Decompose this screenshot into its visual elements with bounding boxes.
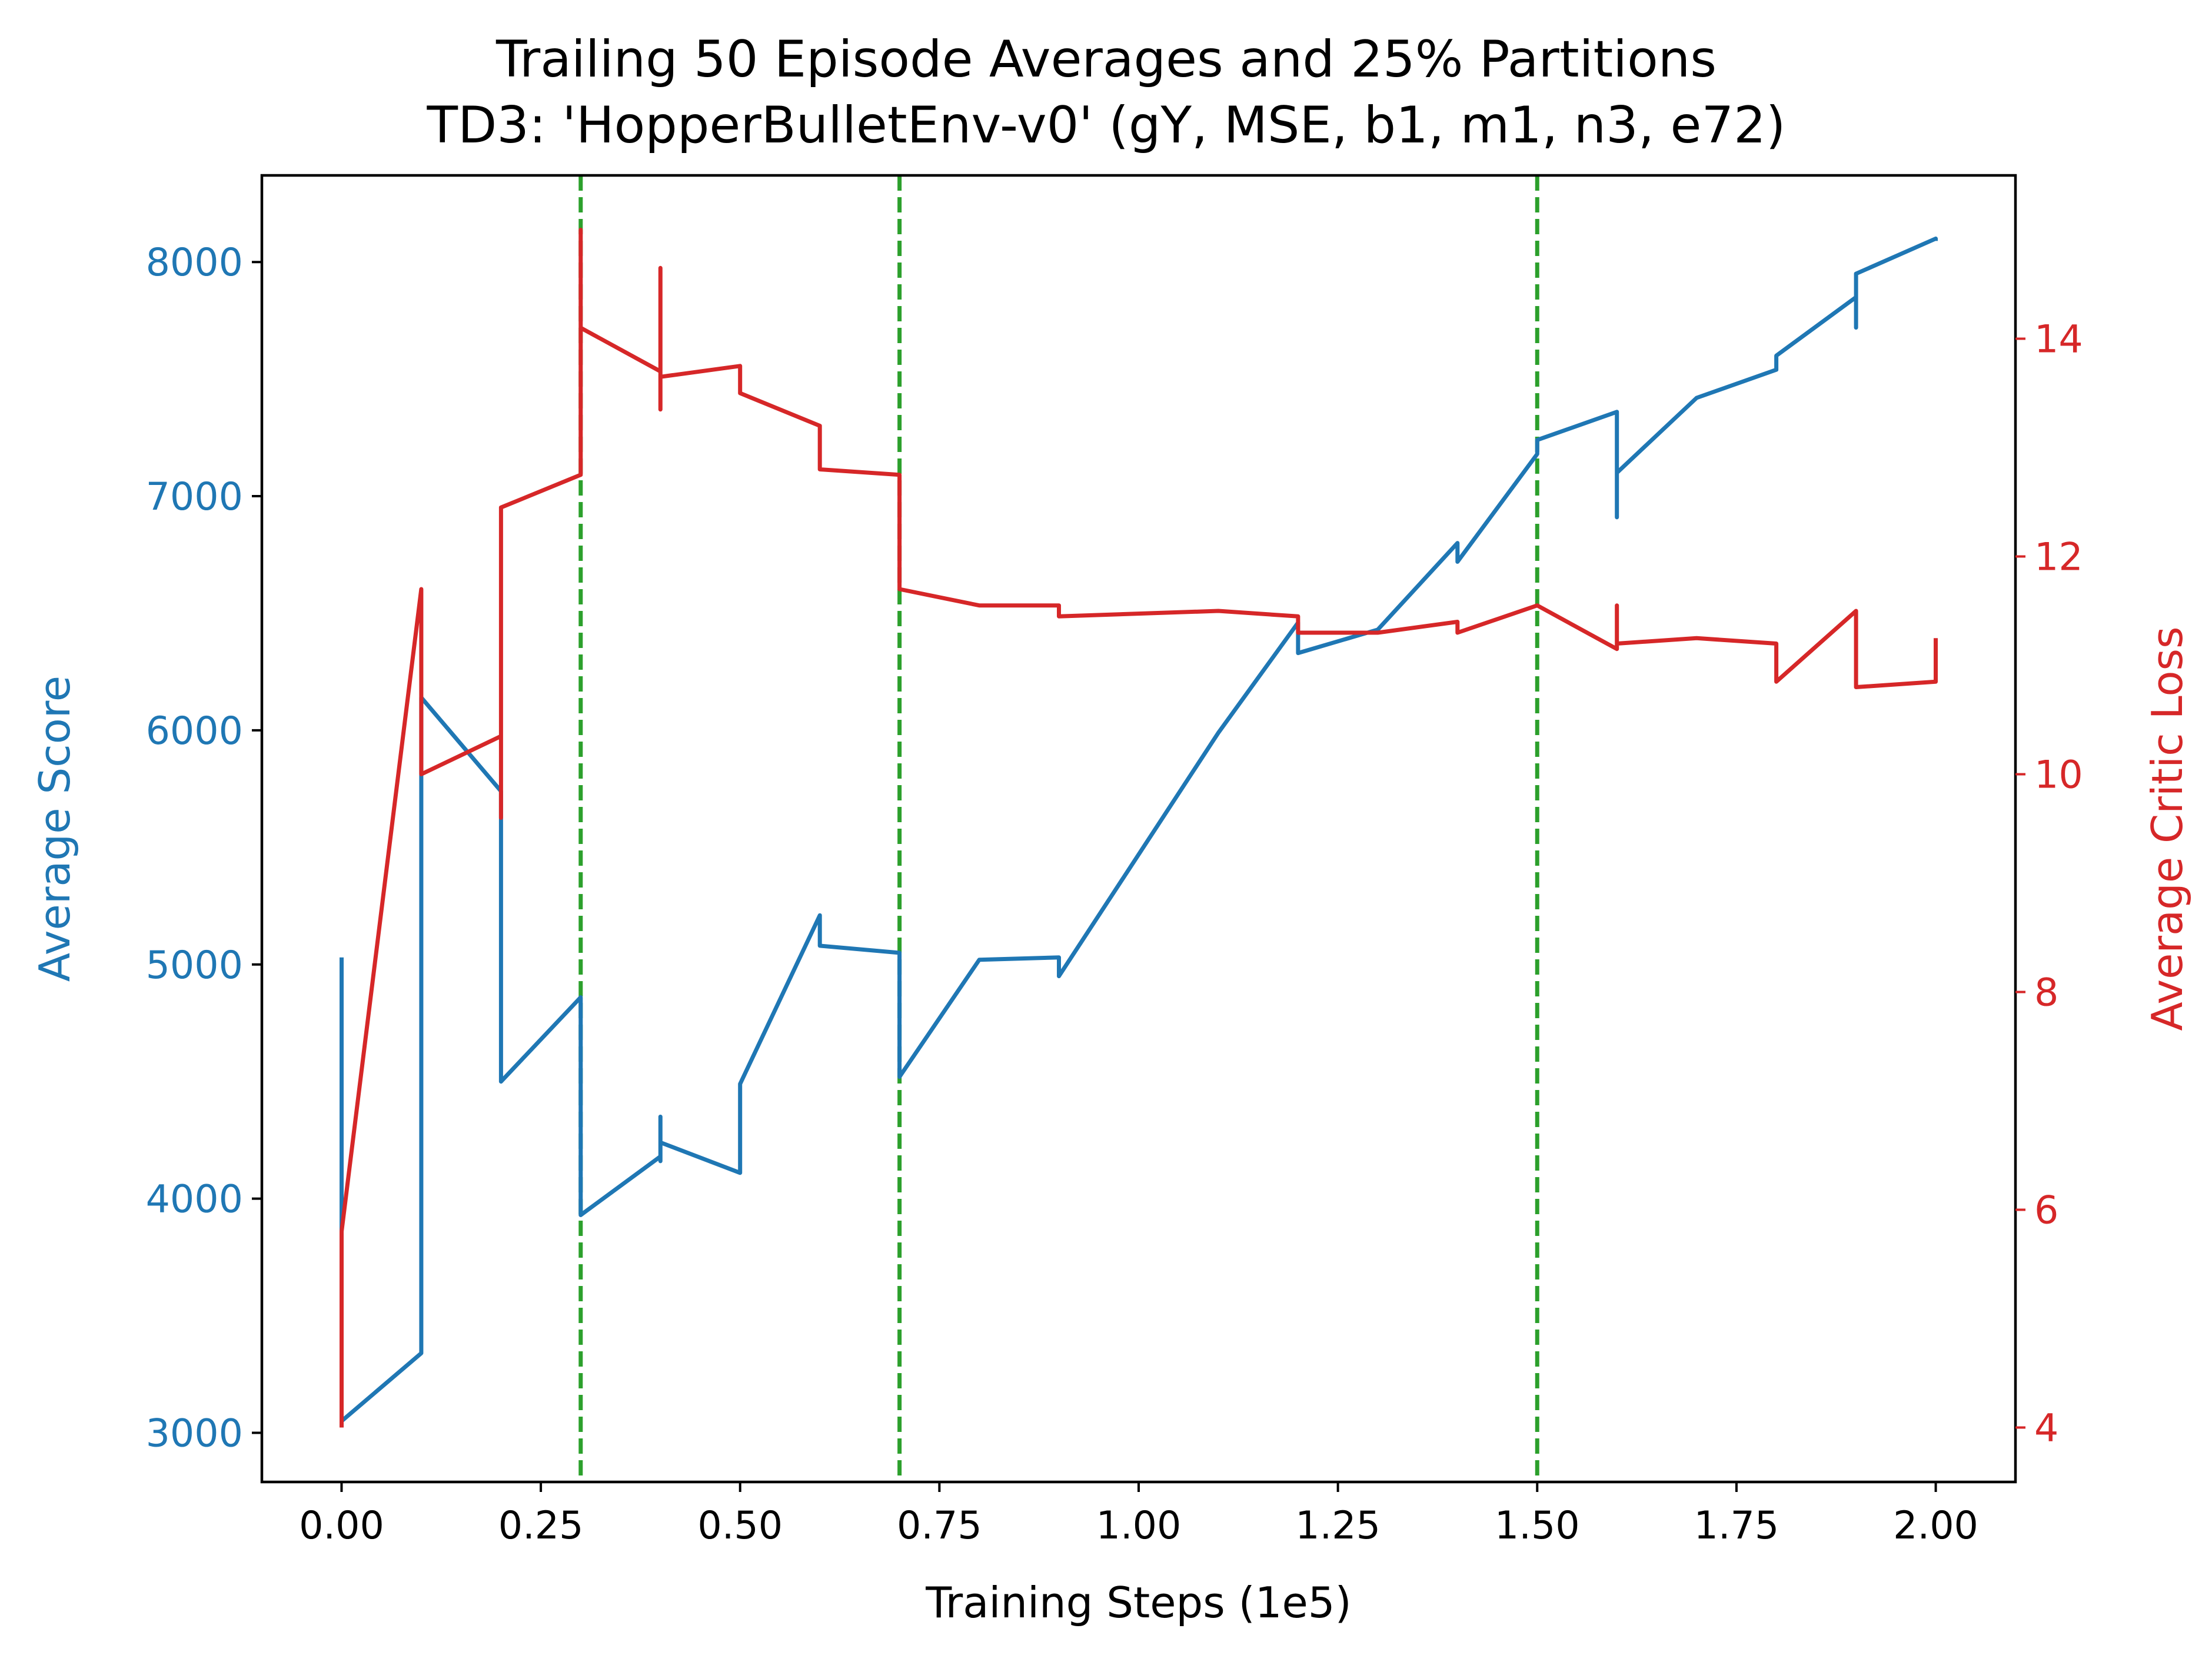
- x-tick-label: 0.00: [299, 1504, 384, 1548]
- x-tick-label: 1.75: [1694, 1504, 1779, 1548]
- chart-title: Trailing 50 Episode Averages and 25% Par…: [495, 30, 1717, 89]
- right-y-tick-label: 14: [2034, 318, 2083, 362]
- x-tick-label: 1.25: [1295, 1504, 1381, 1548]
- left-y-tick-label: 8000: [146, 241, 243, 285]
- left-y-axis: 3000 4000 5000 6000 7000 8000: [146, 241, 262, 1455]
- x-tick-label: 0.75: [897, 1504, 982, 1548]
- chart-subtitle: TD3: 'HopperBulletEnv-v0' (gY, MSE, b1, …: [427, 96, 1786, 155]
- right-y-tick-label: 10: [2034, 753, 2083, 797]
- x-tick-label: 0.50: [697, 1504, 783, 1548]
- right-y-axis: 4 6 8 10 12 14: [2015, 318, 2083, 1451]
- right-y-tick-label: 12: [2034, 536, 2083, 580]
- x-tick-label: 2.00: [1893, 1504, 1978, 1548]
- x-axis-label: Training Steps (1e5): [925, 1578, 1351, 1627]
- right-y-tick-label: 4: [2034, 1407, 2058, 1451]
- critic-loss-series-line: [340, 228, 1938, 1428]
- plot-area: [340, 175, 1938, 1482]
- right-y-tick-label: 8: [2034, 971, 2058, 1015]
- left-y-axis-label: Average Score: [30, 676, 79, 982]
- left-y-tick-label: 4000: [146, 1178, 243, 1222]
- left-y-tick-label: 7000: [146, 475, 243, 519]
- left-y-tick-label: 6000: [146, 709, 243, 753]
- x-axis: 0.00 0.25 0.50 0.75 1.00 1.25 1.50 1.75 2.00: [299, 1482, 1978, 1548]
- x-tick-label: 1.50: [1495, 1504, 1580, 1548]
- plot-frame: [260, 174, 2017, 1484]
- left-y-tick-label: 3000: [146, 1411, 243, 1455]
- right-y-axis-label: Average Critic Loss: [2143, 626, 2192, 1031]
- score-series-line: [340, 236, 1938, 1424]
- right-y-tick-label: 6: [2034, 1189, 2058, 1233]
- left-y-tick-label: 5000: [146, 943, 243, 988]
- x-tick-label: 0.25: [498, 1504, 584, 1548]
- x-tick-label: 1.00: [1096, 1504, 1182, 1548]
